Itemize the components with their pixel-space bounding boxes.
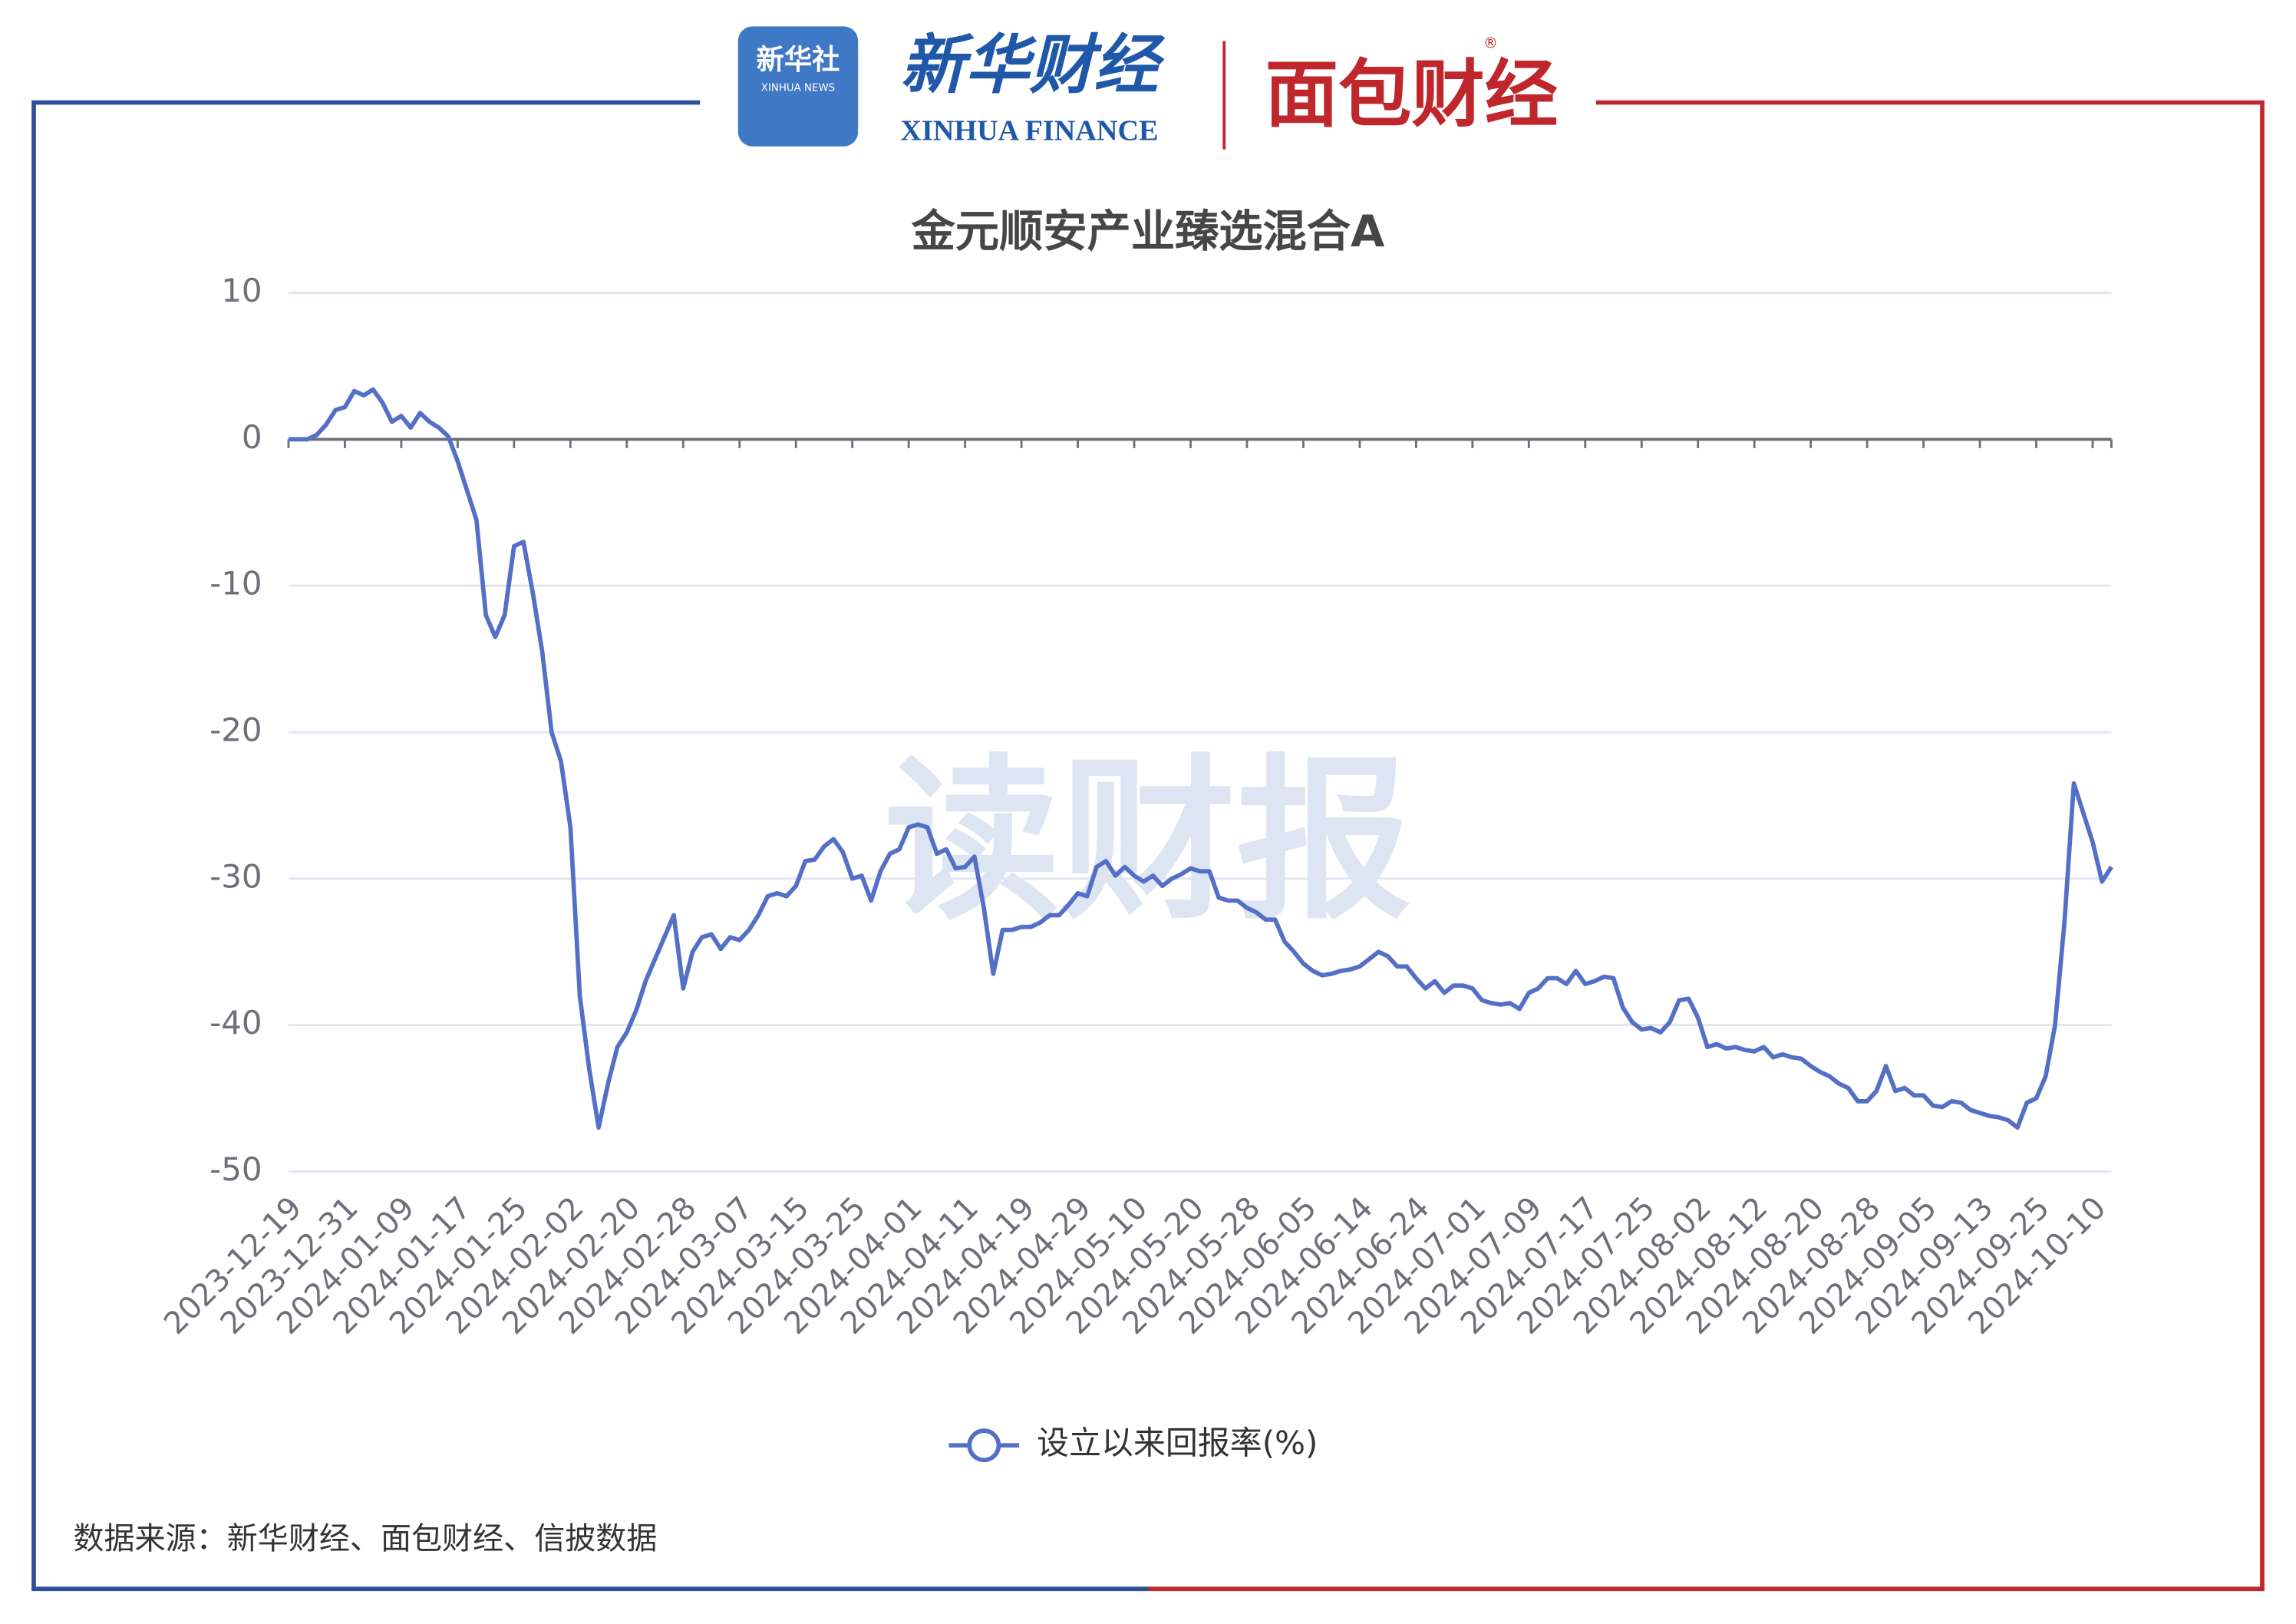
y-tick-label: 0 (242, 418, 262, 456)
logo-badge (737, 26, 859, 147)
frame (31, 100, 2265, 1592)
chart-title: 金元顺安产业臻选混合A (911, 206, 1385, 257)
frame-red (1148, 100, 2265, 1592)
logo-text: 新华财经 (901, 27, 1166, 103)
y-tick-label: -30 (209, 857, 262, 895)
source-note: 数据来源：新华财经、面包财经、信披数据 (74, 1521, 658, 1556)
logo-text: ® (1483, 35, 1498, 52)
legend-marker (967, 1428, 1001, 1463)
y-tick-label: -50 (209, 1150, 262, 1188)
logo-text: XINHUA FINANCE (900, 114, 1158, 147)
y-tick-label: -40 (209, 1004, 262, 1041)
data-line (288, 387, 2113, 1131)
logo-text: XINHUA NEWS (761, 82, 835, 94)
logo-xinhua: 新华社 XINHUA NEWS 新华财经 XINHUA FINANCE 面包财经… (737, 26, 1559, 150)
legend-label: 设立以来回报率(%) (1037, 1424, 1318, 1462)
logo-text: 面包财经 (1265, 52, 1559, 137)
logo-text: 新华社 (757, 43, 840, 76)
y-tick-label: 10 (221, 272, 262, 309)
frame-blue (31, 100, 1148, 1592)
y-tick-label: -10 (209, 565, 262, 602)
watermark: 读财报 (885, 738, 1412, 943)
y-tick-label: -20 (209, 711, 262, 749)
